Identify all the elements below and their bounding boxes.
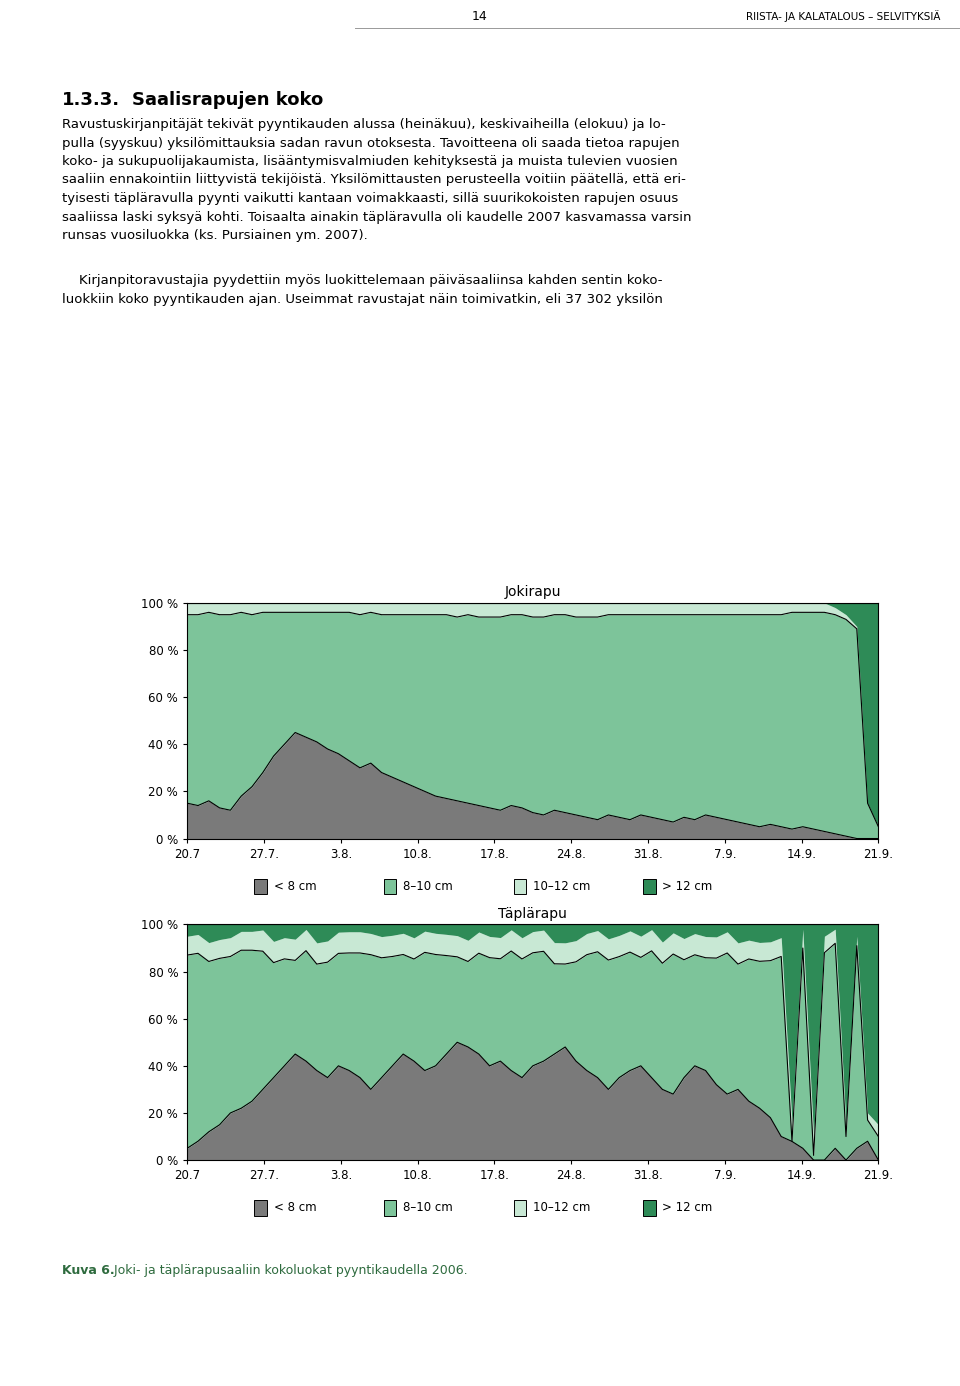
Text: > 12 cm: > 12 cm <box>662 880 712 893</box>
Title: Täplärapu: Täplärapu <box>498 906 567 920</box>
Text: 8–10 cm: 8–10 cm <box>403 1202 453 1214</box>
Text: < 8 cm: < 8 cm <box>274 880 316 893</box>
Text: < 8 cm: < 8 cm <box>274 1202 316 1214</box>
Text: 1.3.3.: 1.3.3. <box>62 91 120 109</box>
Text: Ravustuskirjanpitäjät tekivät pyyntikauden alussa (heinäkuu), keskivaiheilla (el: Ravustuskirjanpitäjät tekivät pyyntikaud… <box>62 118 691 243</box>
Text: Joki- ja täplärapusaaliin kokoluokat pyyntikaudella 2006.: Joki- ja täplärapusaaliin kokoluokat pyy… <box>110 1264 468 1277</box>
Text: 8–10 cm: 8–10 cm <box>403 880 453 893</box>
Text: Saalisrapujen koko: Saalisrapujen koko <box>132 91 324 109</box>
Text: 14: 14 <box>472 10 488 22</box>
Text: 10–12 cm: 10–12 cm <box>533 880 590 893</box>
Text: 10–12 cm: 10–12 cm <box>533 1202 590 1214</box>
Text: Kuva 6.: Kuva 6. <box>62 1264 115 1277</box>
Text: > 12 cm: > 12 cm <box>662 1202 712 1214</box>
Text: Kirjanpitoravustajia pyydettiin myös luokittelemaan päiväsaaliinsa kahden sentin: Kirjanpitoravustajia pyydettiin myös luo… <box>62 274 662 305</box>
Title: Jokirapu: Jokirapu <box>505 585 561 599</box>
Text: RIISTA- JA KALATALOUS – SELVITYKSIÄ: RIISTA- JA KALATALOUS – SELVITYKSIÄ <box>746 10 940 22</box>
